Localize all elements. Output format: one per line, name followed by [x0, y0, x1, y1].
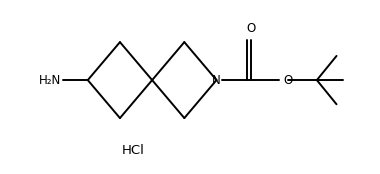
Text: O: O: [246, 22, 255, 35]
Text: H₂N: H₂N: [39, 74, 61, 87]
Text: N: N: [212, 74, 221, 87]
Text: HCl: HCl: [122, 144, 145, 157]
Text: O: O: [283, 74, 293, 87]
